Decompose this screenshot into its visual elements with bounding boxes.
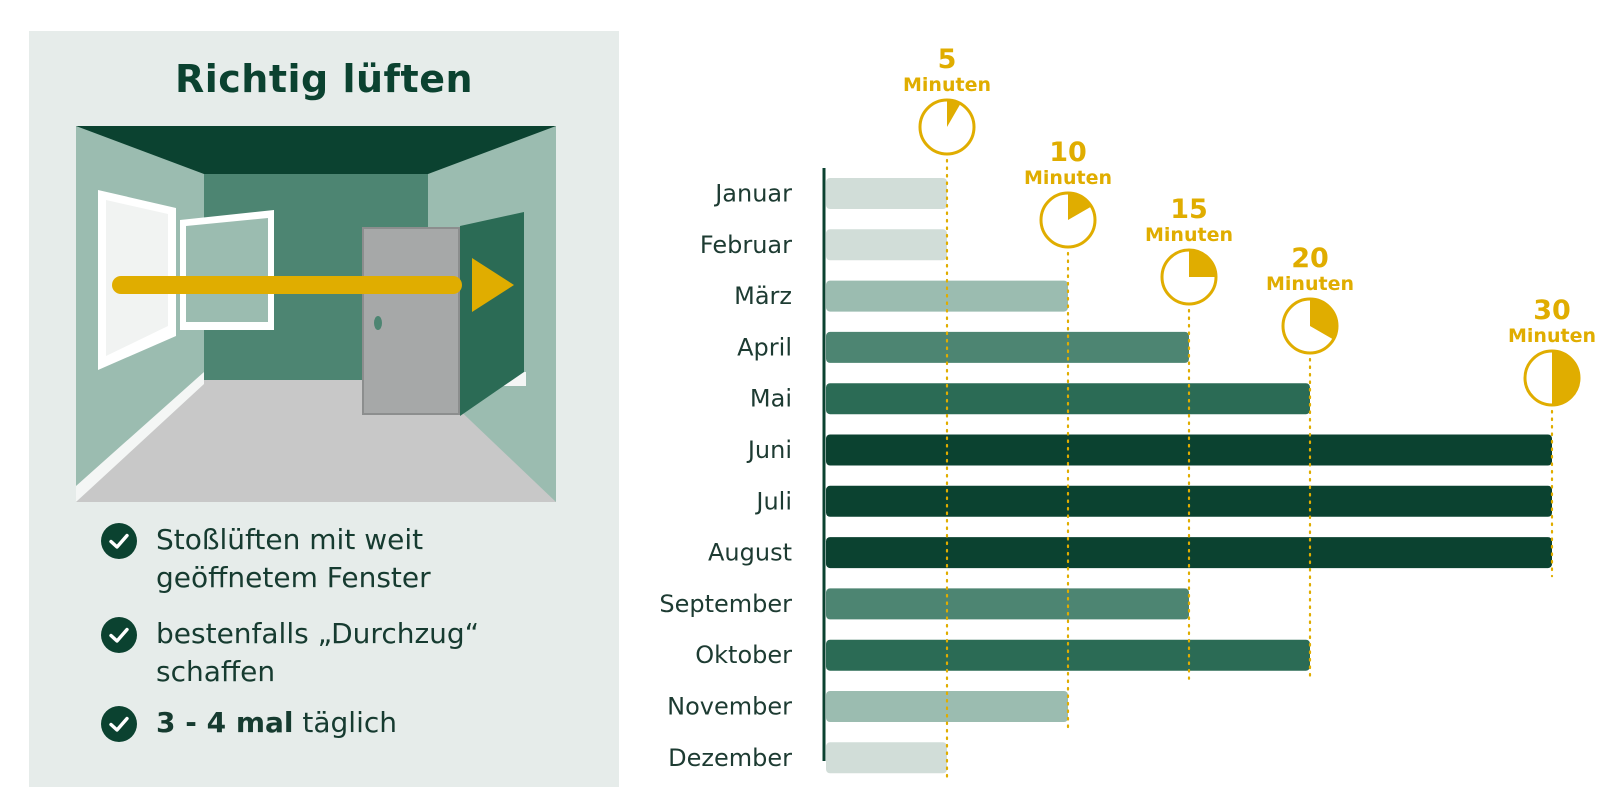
month-label-august: August	[708, 539, 792, 567]
tip-bold-frequency: 3 - 4 mal	[156, 706, 294, 739]
tip-text-suffix: täglich	[293, 706, 398, 739]
clock-sector-30	[1552, 352, 1578, 404]
month-label-oktober: Oktober	[695, 641, 792, 669]
tip-item-2: bestenfalls „Durchzug“ schaffen	[101, 615, 516, 691]
check-icon	[101, 617, 137, 653]
clock-sector-20	[1310, 300, 1337, 339]
room-illustration	[76, 126, 556, 502]
duration-unit-30: Minuten	[1508, 325, 1596, 347]
month-label-juli: Juli	[754, 487, 792, 515]
month-label-november: November	[667, 693, 792, 721]
month-label-juni: Juni	[746, 436, 792, 464]
duration-value-30: 30	[1533, 295, 1571, 326]
panel-title: Richtig lüften	[174, 57, 474, 101]
tip-item-3: 3 - 4 mal täglich	[101, 704, 516, 742]
month-label-mai: Mai	[750, 385, 792, 413]
bar-juni	[826, 434, 1552, 466]
duration-unit-20: Minuten	[1266, 273, 1354, 295]
bar-september	[826, 588, 1189, 620]
check-icon	[101, 523, 137, 559]
clock-sector-5	[947, 100, 960, 127]
tip-text: Stoßlüften mit weit geöffnetem Fenster	[156, 523, 431, 594]
bar-juli	[826, 485, 1552, 517]
clock-sector-10	[1068, 194, 1091, 220]
month-label-april: April	[737, 333, 792, 361]
check-icon	[101, 706, 137, 742]
bar-februar	[826, 229, 947, 261]
duration-unit-15: Minuten	[1145, 224, 1233, 246]
duration-value-20: 20	[1291, 243, 1329, 274]
month-label-september: September	[659, 590, 792, 618]
tip-text: bestenfalls „Durchzug“ schaffen	[156, 617, 480, 688]
info-panel: Richtig lüften Stoßlüften mit weit geöff…	[29, 31, 619, 787]
bar-dezember	[826, 742, 947, 774]
month-label-märz: März	[734, 282, 792, 310]
tip-item-1: Stoßlüften mit weit geöffnetem Fenster	[101, 521, 516, 597]
bar-april	[826, 331, 1189, 363]
tip-text: 3 - 4 mal täglich	[156, 704, 516, 742]
month-label-februar: Februar	[700, 231, 792, 259]
month-label-dezember: Dezember	[668, 744, 792, 772]
duration-unit-5: Minuten	[903, 74, 991, 96]
duration-value-5: 5	[938, 44, 957, 75]
duration-value-10: 10	[1049, 137, 1087, 168]
duration-value-15: 15	[1170, 194, 1208, 225]
bar-januar	[826, 178, 947, 209]
month-label-januar: Januar	[713, 180, 792, 208]
clock-sector-15	[1189, 251, 1215, 277]
duration-unit-10: Minuten	[1024, 167, 1112, 189]
